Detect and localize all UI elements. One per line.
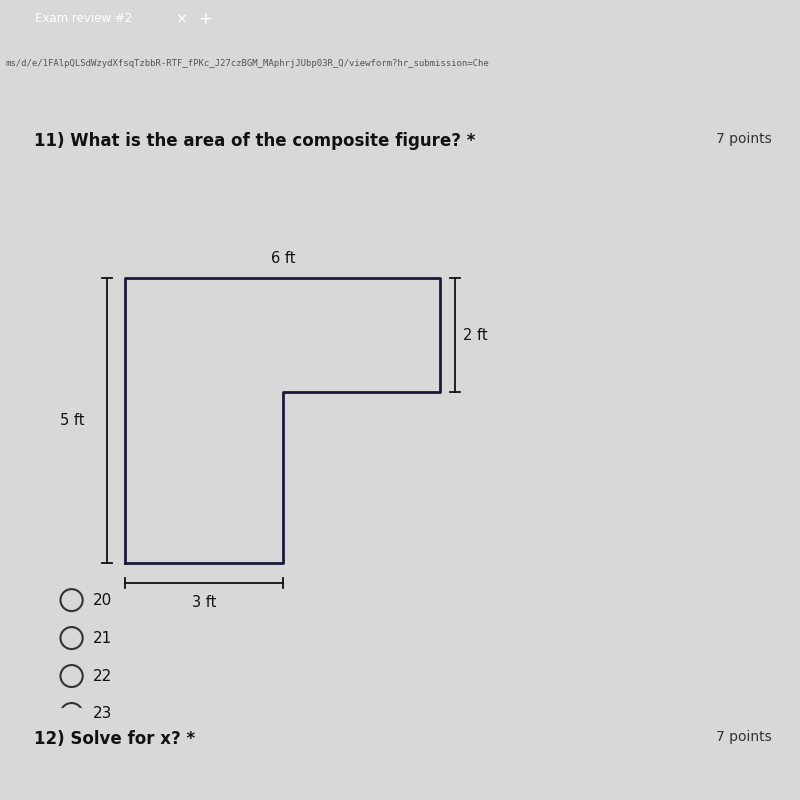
Text: 6 ft: 6 ft	[270, 251, 295, 266]
Text: 23: 23	[93, 706, 112, 722]
Text: 11) What is the area of the composite figure? *: 11) What is the area of the composite fi…	[34, 131, 475, 150]
Text: 2 ft: 2 ft	[462, 328, 487, 343]
Text: 22: 22	[93, 669, 112, 683]
Text: 3 ft: 3 ft	[192, 595, 216, 610]
Text: 20: 20	[93, 593, 112, 608]
Text: Exam review #2: Exam review #2	[35, 13, 132, 26]
Text: 21: 21	[93, 630, 112, 646]
Text: 7 points: 7 points	[716, 131, 772, 146]
Text: 7 points: 7 points	[716, 730, 772, 744]
Text: ms/d/e/1FAlpQLSdWzydXfsqTzbbR-RTF_fPKc_J27czBGM_MAphrjJUbp03R_Q/viewform?hr_subm: ms/d/e/1FAlpQLSdWzydXfsqTzbbR-RTF_fPKc_J…	[5, 58, 489, 68]
Text: 5 ft: 5 ft	[60, 414, 85, 428]
Text: +: +	[198, 10, 212, 28]
Text: 12) Solve for x? *: 12) Solve for x? *	[34, 730, 195, 748]
Text: ×: ×	[175, 12, 186, 26]
